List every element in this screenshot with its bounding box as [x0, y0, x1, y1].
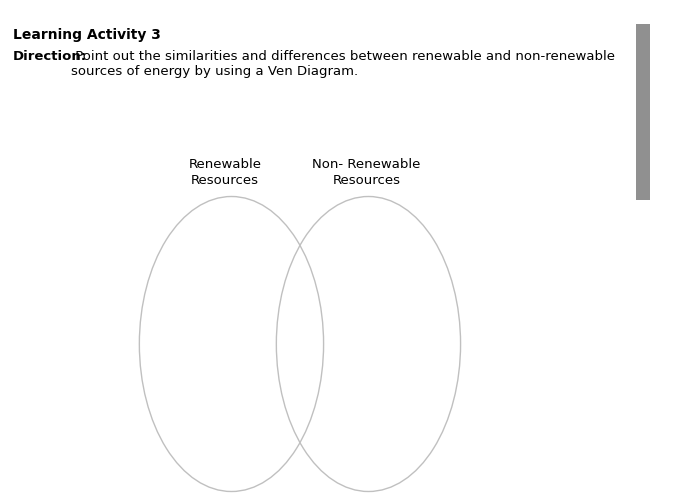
Text: Learning Activity 3: Learning Activity 3 [14, 28, 161, 42]
Text: Resources: Resources [191, 174, 259, 187]
Text: Point out the similarities and differences between renewable and non-renewable
s: Point out the similarities and differenc… [71, 50, 615, 78]
Text: Direction:: Direction: [14, 50, 87, 63]
Text: Renewable: Renewable [188, 158, 261, 171]
Text: Resources: Resources [332, 174, 401, 187]
Text: Non- Renewable: Non- Renewable [312, 158, 421, 171]
Bar [636, 25, 650, 200]
